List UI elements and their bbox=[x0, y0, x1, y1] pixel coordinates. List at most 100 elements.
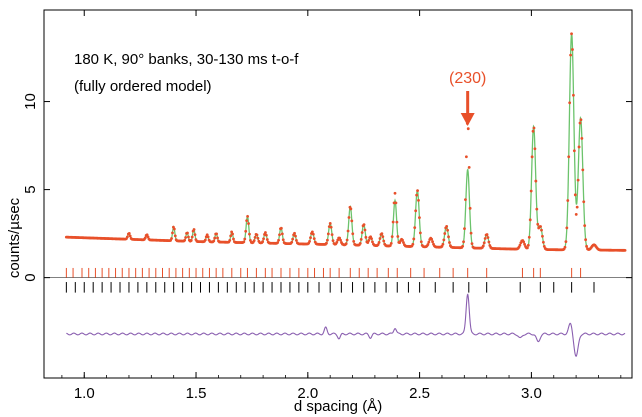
observed-point bbox=[447, 235, 450, 239]
x-tick-label: 1.5 bbox=[186, 385, 207, 402]
observed-point bbox=[248, 232, 251, 236]
observed-point bbox=[412, 237, 416, 241]
observed-point bbox=[536, 222, 540, 226]
observed-point bbox=[377, 241, 381, 244]
observed-point bbox=[526, 246, 529, 250]
observed-point bbox=[255, 233, 259, 237]
observed-point bbox=[396, 235, 400, 238]
observed-point bbox=[448, 241, 451, 244]
observed-point bbox=[390, 235, 394, 239]
observed-point bbox=[576, 178, 580, 182]
observed-point bbox=[487, 240, 491, 244]
observed-point bbox=[389, 242, 393, 245]
difference-line bbox=[66, 293, 626, 357]
observed-point bbox=[464, 155, 468, 159]
observed-point bbox=[580, 136, 584, 140]
annotation-line-2: (fully ordered model) bbox=[74, 78, 212, 95]
observed-point bbox=[575, 205, 579, 209]
observed-point bbox=[125, 235, 129, 239]
observed-point bbox=[370, 237, 373, 241]
observed-point bbox=[395, 220, 399, 224]
observed-point bbox=[381, 235, 385, 239]
observed-point bbox=[393, 191, 397, 195]
observed-point bbox=[572, 149, 576, 153]
observed-point bbox=[394, 201, 398, 205]
observed-point bbox=[581, 168, 585, 172]
observed-point bbox=[242, 240, 246, 244]
observed-point bbox=[566, 199, 570, 202]
observed-point bbox=[326, 238, 329, 242]
observed-point bbox=[232, 237, 235, 241]
observed-point bbox=[328, 222, 332, 225]
observed-point bbox=[431, 240, 434, 244]
observed-point bbox=[216, 236, 219, 240]
observed-point bbox=[276, 241, 280, 245]
observed-point bbox=[362, 223, 366, 227]
observed-point bbox=[522, 240, 526, 244]
observed-point bbox=[261, 240, 265, 244]
observed-point bbox=[228, 238, 232, 242]
observed-point bbox=[329, 225, 333, 229]
x-tick-label: 3.0 bbox=[521, 385, 542, 402]
observed-point bbox=[277, 238, 280, 242]
observed-point bbox=[573, 193, 577, 197]
observed-point bbox=[442, 238, 446, 242]
observed-point bbox=[414, 209, 418, 213]
x-tick-label: 2.5 bbox=[409, 385, 430, 402]
observed-point bbox=[583, 224, 587, 228]
observed-point bbox=[415, 193, 419, 197]
observed-point bbox=[470, 242, 474, 246]
observed-point bbox=[585, 244, 588, 248]
observed-point bbox=[426, 243, 430, 246]
observed-point bbox=[262, 237, 265, 241]
observed-point bbox=[527, 235, 531, 239]
x-tick-label: 1.0 bbox=[74, 385, 95, 402]
observed-point bbox=[481, 244, 485, 248]
observed-point bbox=[345, 238, 349, 242]
observed-point bbox=[190, 235, 194, 239]
reflection-ticks-phase2 bbox=[65, 282, 595, 293]
observed-point bbox=[382, 239, 386, 243]
observed-point bbox=[582, 200, 586, 204]
observed-point bbox=[347, 216, 351, 219]
observed-point bbox=[192, 228, 196, 231]
observed-point bbox=[535, 207, 539, 211]
observed-point bbox=[578, 121, 582, 125]
plot-frame bbox=[43, 9, 633, 379]
observed-point bbox=[564, 240, 568, 244]
observed-point bbox=[563, 245, 567, 249]
observed-point bbox=[461, 244, 465, 248]
observed-point bbox=[256, 236, 260, 240]
x-axis-title: d spacing (Å) bbox=[294, 398, 382, 415]
observed-point bbox=[231, 232, 234, 236]
observed-point bbox=[462, 240, 465, 244]
reflection-ticks-phase1 bbox=[65, 267, 582, 278]
observed-point bbox=[128, 234, 132, 238]
observed-point bbox=[577, 145, 581, 149]
observed-point bbox=[352, 240, 356, 243]
observed-point bbox=[463, 227, 466, 231]
y-tick-label: 10 bbox=[22, 93, 39, 110]
observed-point bbox=[264, 233, 268, 237]
y-axis-title: counts/µsec bbox=[6, 197, 23, 278]
observed-point bbox=[419, 240, 423, 244]
observed-point bbox=[243, 237, 247, 241]
y-tick-label: 0 bbox=[22, 273, 39, 281]
observed-point bbox=[338, 236, 342, 240]
observed-point bbox=[294, 234, 297, 238]
observed-point bbox=[533, 147, 537, 151]
observed-point bbox=[541, 234, 544, 238]
observed-point bbox=[579, 118, 583, 122]
observed-point bbox=[331, 239, 335, 243]
observed-point bbox=[540, 228, 543, 232]
observed-point bbox=[584, 238, 588, 242]
observed-point bbox=[571, 48, 574, 51]
observed-point bbox=[482, 241, 486, 245]
observed-point bbox=[213, 236, 217, 240]
observed-point bbox=[205, 233, 209, 237]
observed-point bbox=[364, 235, 368, 239]
observed-point bbox=[265, 238, 269, 241]
observed-point bbox=[363, 228, 367, 232]
observed-point bbox=[443, 232, 447, 235]
observed-point bbox=[350, 219, 354, 223]
